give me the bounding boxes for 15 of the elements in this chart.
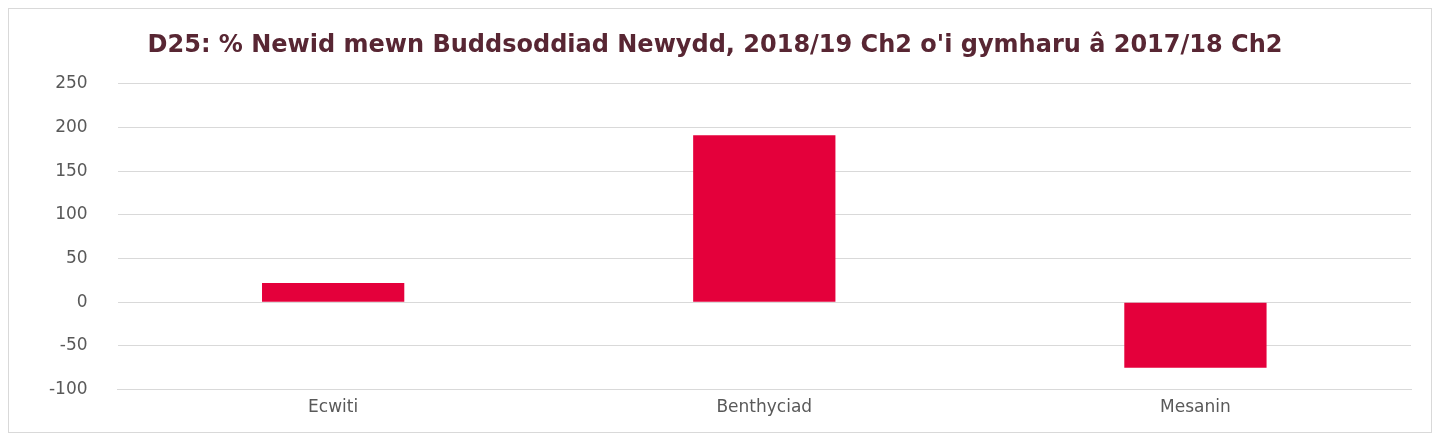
y-tick-label: 0	[76, 290, 88, 311]
x-tick-label: Ecwiti	[308, 396, 359, 417]
bar	[1124, 302, 1267, 368]
y-tick-label: 250	[55, 72, 88, 93]
x-tick-label: Benthyciad	[716, 396, 813, 417]
y-tick-label: -50	[59, 334, 88, 355]
chart-title: D25: % Newid mewn Buddsoddiad Newydd, 2018/19 Ch2 o'i gymharu â 2017/18 Ch2	[147, 29, 1283, 58]
y-tick-label: -100	[48, 378, 88, 399]
y-tick-label: 200	[55, 115, 88, 136]
y-tick-label: 50	[65, 246, 88, 267]
bar	[693, 135, 836, 302]
bar	[262, 283, 405, 302]
x-tick-label: Mesanin	[1160, 396, 1231, 417]
y-tick-label: 100	[55, 203, 88, 224]
y-tick-label: 150	[55, 159, 88, 180]
